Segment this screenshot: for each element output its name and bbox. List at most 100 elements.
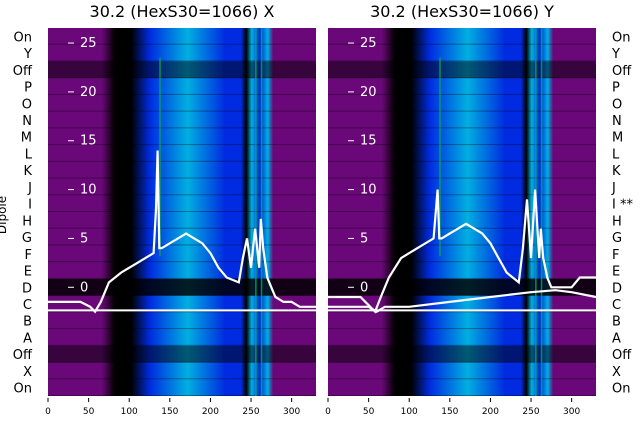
dipole-label: F <box>612 248 619 263</box>
x-tick-label: 250 <box>242 407 259 417</box>
dipole-row-band <box>48 329 316 346</box>
x-tick-label: 200 <box>482 407 499 417</box>
dipole-row-band <box>328 329 596 346</box>
dipole-row-band <box>48 362 316 380</box>
dipole-label: P <box>24 81 32 96</box>
row-divider <box>48 294 316 296</box>
dipole-label: I ** <box>612 198 633 213</box>
dipole-label: J <box>611 181 616 196</box>
dipole-label: X <box>612 365 621 380</box>
dipole-label: L <box>612 147 620 162</box>
dipole-label: D <box>612 281 622 296</box>
dipole-label: I <box>28 198 32 213</box>
dipole-row-band <box>328 245 596 263</box>
x-tick-label: 300 <box>563 407 580 417</box>
row-divider <box>48 160 316 162</box>
row-divider <box>48 261 316 263</box>
dipole-label: C <box>23 298 32 313</box>
heatmap-body <box>48 28 316 396</box>
row-divider <box>328 378 596 380</box>
dipole-row-band <box>328 312 596 330</box>
x-tick-label: 150 <box>441 407 458 417</box>
dipole-row-band <box>48 245 316 263</box>
row-divider <box>48 110 316 112</box>
dipole-label: On <box>612 382 630 397</box>
inner-tick-label: 10 <box>360 183 377 198</box>
row-divider <box>328 227 596 229</box>
row-divider <box>48 395 316 396</box>
heatmap-background <box>48 28 316 396</box>
row-divider <box>328 127 596 129</box>
row-divider <box>48 43 316 45</box>
row-divider <box>48 144 316 146</box>
dipole-label: E <box>24 265 32 280</box>
row-divider <box>48 378 316 380</box>
inner-tick-label: 10 <box>80 183 97 198</box>
dipole-label: H <box>22 214 32 229</box>
row-divider <box>328 244 596 246</box>
x-tick-label: 50 <box>83 407 95 417</box>
dipole-label: Off <box>612 64 632 79</box>
peak-streak <box>159 57 161 257</box>
dipole-row-band <box>328 145 596 162</box>
dipole-row-band <box>48 212 316 229</box>
dipole-row-band <box>328 379 596 396</box>
dipole-label: Off <box>13 64 33 79</box>
dipole-row-band <box>48 128 316 146</box>
dipole-row-band <box>48 78 316 95</box>
dipole-label: N <box>22 114 32 129</box>
row-divider <box>328 77 596 79</box>
dipole-label: A <box>23 331 32 346</box>
dipole-label: X <box>23 365 32 380</box>
dipole-label: On <box>14 30 32 45</box>
row-divider <box>328 311 596 313</box>
dipole-row-band <box>48 161 316 179</box>
dipole-row-band <box>328 295 596 313</box>
x-tick-label: 100 <box>121 407 138 417</box>
row-divider <box>328 395 596 396</box>
dipole-label: On <box>612 30 630 45</box>
x-tick-label: 200 <box>202 407 219 417</box>
dipole-label: C <box>612 298 621 313</box>
dipole-row-band <box>328 161 596 179</box>
dipole-row-band <box>48 262 316 279</box>
row-divider <box>48 127 316 129</box>
dipole-label: On <box>14 382 32 397</box>
row-divider <box>48 93 316 95</box>
dipole-row-band <box>48 28 316 45</box>
x-tick-label: 0 <box>325 407 331 417</box>
dipole-row-band <box>48 312 316 330</box>
dipole-label: N <box>612 114 622 129</box>
dipole-row-band <box>48 195 316 212</box>
dipole-axis-label: Dipole <box>0 196 9 234</box>
row-divider <box>48 244 316 246</box>
row-divider <box>328 294 596 296</box>
dipole-label: K <box>612 164 621 179</box>
dipole-label: M <box>612 131 623 146</box>
dipole-row-band <box>48 178 316 196</box>
x-tick-label: 300 <box>283 407 300 417</box>
row-divider <box>328 361 596 363</box>
row-divider <box>48 227 316 229</box>
inner-tick-label: 5 <box>360 231 368 246</box>
x-tick-label: 0 <box>45 407 51 417</box>
row-divider <box>328 177 596 179</box>
dipole-row-band <box>328 111 596 129</box>
trace-line <box>328 189 596 314</box>
dipole-row-band <box>48 111 316 129</box>
dipole-label: H <box>612 214 622 229</box>
dipole-row-band <box>328 78 596 95</box>
row-divider <box>328 328 596 330</box>
dipole-row-band <box>328 94 596 112</box>
dipole-label: Y <box>611 47 620 62</box>
row-divider <box>48 277 316 279</box>
inner-tick-label: 5 <box>80 231 88 246</box>
dipole-label: A <box>612 331 621 346</box>
row-divider <box>48 361 316 363</box>
dipole-row-band <box>328 345 596 363</box>
dipole-row-band <box>48 379 316 396</box>
row-divider <box>328 60 596 62</box>
dipole-label: B <box>612 315 621 330</box>
dipole-label: L <box>25 147 33 162</box>
